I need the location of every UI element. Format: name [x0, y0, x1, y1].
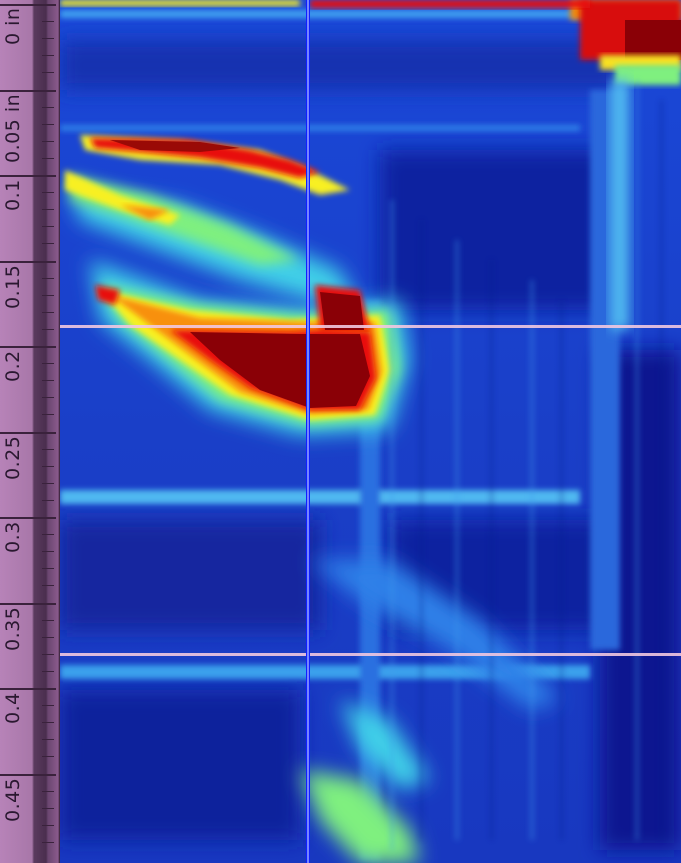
ruler-minor-tick — [42, 636, 54, 638]
ruler-tick-label: 0.2 — [2, 350, 24, 382]
ruler-tick-label: 0.1 — [2, 179, 24, 211]
ruler-minor-tick — [42, 397, 54, 399]
vertical-texture — [390, 80, 663, 850]
ruler-minor-tick — [42, 209, 54, 211]
ruler-minor-tick — [42, 499, 54, 501]
ruler-tick-label: 0.45 — [2, 777, 24, 822]
ruler-minor-tick — [42, 123, 54, 125]
ruler-minor-tick — [42, 243, 54, 245]
ruler-minor-tick — [42, 790, 54, 792]
ruler-minor-tick — [42, 824, 54, 826]
ruler-minor-tick — [42, 277, 54, 279]
ruler-minor-tick — [42, 380, 54, 382]
vertical-ruler[interactable]: 0 in 0.05 in 0.1 0.15 0.2 0.25 0.3 0.35 0.4 0.45 — [0, 0, 60, 863]
ruler-tick-label: 0.35 — [2, 606, 24, 651]
ruler-minor-tick — [42, 619, 54, 621]
ruler-minor-tick — [42, 807, 54, 809]
ruler-minor-tick — [42, 722, 54, 724]
ruler-minor-tick — [42, 841, 54, 843]
ruler-minor-tick — [42, 106, 54, 108]
ruler-minor-tick — [42, 653, 54, 655]
ruler-minor-tick — [42, 585, 54, 587]
ruler-minor-tick — [42, 38, 54, 40]
ruler-minor-tick — [42, 568, 54, 570]
central-hot-blob — [90, 260, 410, 435]
ruler-minor-tick — [42, 448, 54, 450]
ruler-minor-tick — [42, 705, 54, 707]
ruler-tick-label: 0.05 in — [2, 93, 24, 163]
ruler-minor-tick — [42, 294, 54, 296]
ruler-minor-tick — [42, 482, 54, 484]
horizontal-guide-line[interactable] — [60, 653, 681, 656]
ruler-major-tick — [0, 688, 56, 690]
ruler-minor-tick — [42, 756, 54, 758]
low-intensity-regions — [60, 40, 681, 850]
ruler-minor-tick — [42, 192, 54, 194]
ruler-minor-tick — [42, 226, 54, 228]
ruler-major-tick — [0, 4, 56, 6]
ruler-minor-tick — [42, 311, 54, 313]
ruler-major-tick — [0, 602, 56, 605]
heatmap-plot[interactable] — [60, 0, 681, 863]
heatmap-canvas — [60, 0, 681, 863]
ruler-minor-tick — [42, 363, 54, 365]
ruler-major-tick — [0, 773, 56, 776]
ruler-tick-label: 0.25 — [2, 435, 24, 480]
ruler-tick-label: 0.3 — [2, 521, 24, 553]
horizontal-guide-line[interactable] — [60, 325, 681, 328]
ruler-minor-tick — [42, 551, 54, 553]
ruler-minor-tick — [42, 414, 54, 416]
ruler-tick-label: 0 in — [2, 8, 24, 46]
ruler-major-tick — [0, 89, 56, 92]
upper-hot-streak — [65, 135, 360, 310]
top-right-hotspot — [60, 0, 681, 330]
ruler-minor-tick — [42, 739, 54, 741]
vertical-cursor-line[interactable] — [306, 0, 310, 863]
ruler-major-tick — [0, 431, 56, 434]
ruler-minor-tick — [42, 328, 54, 330]
ruler-major-tick — [0, 517, 56, 519]
ruler-minor-tick — [42, 534, 54, 536]
ruler-minor-tick — [42, 72, 54, 74]
ruler-minor-tick — [42, 55, 54, 57]
ruler-major-tick — [0, 175, 56, 177]
ruler-major-tick — [0, 346, 56, 348]
ruler-minor-tick — [42, 465, 54, 467]
ruler-minor-tick — [42, 157, 54, 159]
ruler-tick-label: 0.15 — [2, 264, 24, 309]
ruler-minor-tick — [42, 670, 54, 672]
ruler-major-tick — [0, 260, 56, 263]
ruler-minor-tick — [42, 21, 54, 23]
ruler-tick-label: 0.4 — [2, 692, 24, 724]
ruler-minor-tick — [42, 140, 54, 142]
